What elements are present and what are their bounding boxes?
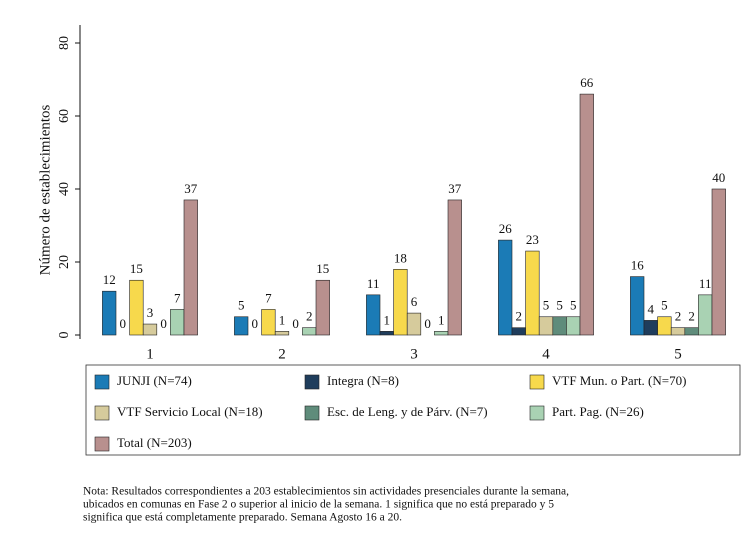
- data-label: 0: [424, 316, 431, 331]
- bar: [630, 276, 645, 336]
- data-label: 2: [306, 309, 313, 324]
- data-label: 11: [367, 276, 380, 291]
- x-tick-label: 4: [542, 346, 550, 362]
- data-label: 15: [130, 261, 143, 276]
- note: significa que está completamente prepara…: [83, 512, 402, 524]
- data-label: 12: [103, 272, 116, 287]
- y-tick-label: 20: [57, 255, 72, 269]
- data-label: 18: [394, 250, 407, 265]
- bar: [274, 331, 290, 336]
- bar: [552, 316, 567, 336]
- legend-label: VTF Mun. o Part. (N=70): [552, 373, 686, 388]
- bar: [183, 199, 198, 336]
- data-label: 0: [120, 316, 127, 331]
- data-label: 7: [265, 290, 272, 305]
- data-label: 5: [238, 298, 245, 313]
- bar: [657, 316, 672, 336]
- bar: [643, 320, 658, 336]
- bar: [711, 188, 726, 336]
- data-label: 1: [384, 312, 391, 327]
- bar: [698, 294, 713, 336]
- data-label: 2: [688, 309, 695, 324]
- data-label: 16: [631, 258, 645, 273]
- data-label: 5: [556, 298, 563, 313]
- legend-swatch: [94, 405, 110, 421]
- data-label: 11: [699, 276, 712, 291]
- data-label: 2: [675, 309, 682, 324]
- y-tick-label: 0: [57, 332, 72, 339]
- x-tick-label: 1: [146, 346, 154, 362]
- data-label: 1: [279, 312, 286, 327]
- data-label: 2: [516, 309, 523, 324]
- bar: [142, 323, 158, 336]
- data-label: 15: [316, 261, 329, 276]
- bar: [684, 327, 699, 336]
- data-label: 3: [147, 305, 154, 320]
- bar: [129, 279, 144, 336]
- bar: [670, 327, 686, 336]
- legend-swatch: [94, 374, 110, 390]
- legend-label: Esc. de Leng. y de Párv. (N=7): [327, 404, 488, 419]
- bar: [511, 327, 526, 336]
- data-label: 37: [448, 181, 462, 196]
- bar: [379, 331, 394, 336]
- bar: [302, 327, 317, 336]
- legend-swatch: [94, 436, 110, 452]
- bar: [525, 250, 540, 336]
- legend-swatch: [304, 374, 320, 390]
- legend-swatch: [304, 405, 320, 421]
- bar: [538, 316, 554, 336]
- legend-label: VTF Servicio Local (N=18): [117, 404, 263, 419]
- legend-box: [85, 364, 741, 456]
- legend-swatch: [529, 374, 545, 390]
- bar: [406, 312, 422, 336]
- data-label: 7: [174, 290, 181, 305]
- data-label: 0: [292, 316, 299, 331]
- data-label: 26: [499, 221, 513, 236]
- data-label: 0: [252, 316, 259, 331]
- bar: [315, 279, 330, 336]
- legend-label: JUNJI (N=74): [117, 373, 192, 388]
- bar: [170, 309, 185, 336]
- bar: [102, 290, 117, 336]
- data-label: 1: [438, 312, 445, 327]
- data-label: 66: [580, 75, 594, 90]
- data-label: 37: [184, 181, 198, 196]
- bar: [498, 239, 513, 336]
- data-label: 5: [661, 298, 668, 313]
- legend-label: Part. Pag. (N=26): [552, 404, 644, 419]
- y-tick-label: 60: [57, 109, 72, 123]
- bar: [566, 316, 581, 336]
- data-label: 0: [160, 316, 167, 331]
- legend-swatch: [529, 405, 545, 421]
- legend-label: Total (N=203): [117, 435, 192, 450]
- x-tick-label: 5: [674, 346, 682, 362]
- note: Nota: Resultados correspondientes a 203 …: [83, 486, 569, 498]
- bar: [393, 268, 408, 336]
- note: ubicados en comunas en Fase 2 o superior…: [83, 499, 554, 511]
- bar: [434, 331, 449, 336]
- data-label: 4: [648, 301, 655, 316]
- legend-label: Integra (N=8): [327, 373, 399, 388]
- y-axis-title: Número de establecimientos: [37, 104, 53, 275]
- data-label: 23: [526, 232, 539, 247]
- bar: [447, 199, 462, 336]
- data-label: 5: [543, 298, 550, 313]
- bar: [261, 309, 276, 336]
- bar: [234, 316, 249, 336]
- bar: [579, 93, 594, 336]
- y-tick-label: 40: [57, 182, 72, 196]
- x-tick-label: 2: [278, 346, 286, 362]
- y-tick-label: 80: [57, 36, 72, 50]
- data-label: 40: [712, 170, 725, 185]
- data-label: 5: [570, 298, 577, 313]
- data-label: 6: [411, 294, 418, 309]
- x-tick-label: 3: [410, 346, 418, 362]
- bar: [366, 294, 381, 336]
